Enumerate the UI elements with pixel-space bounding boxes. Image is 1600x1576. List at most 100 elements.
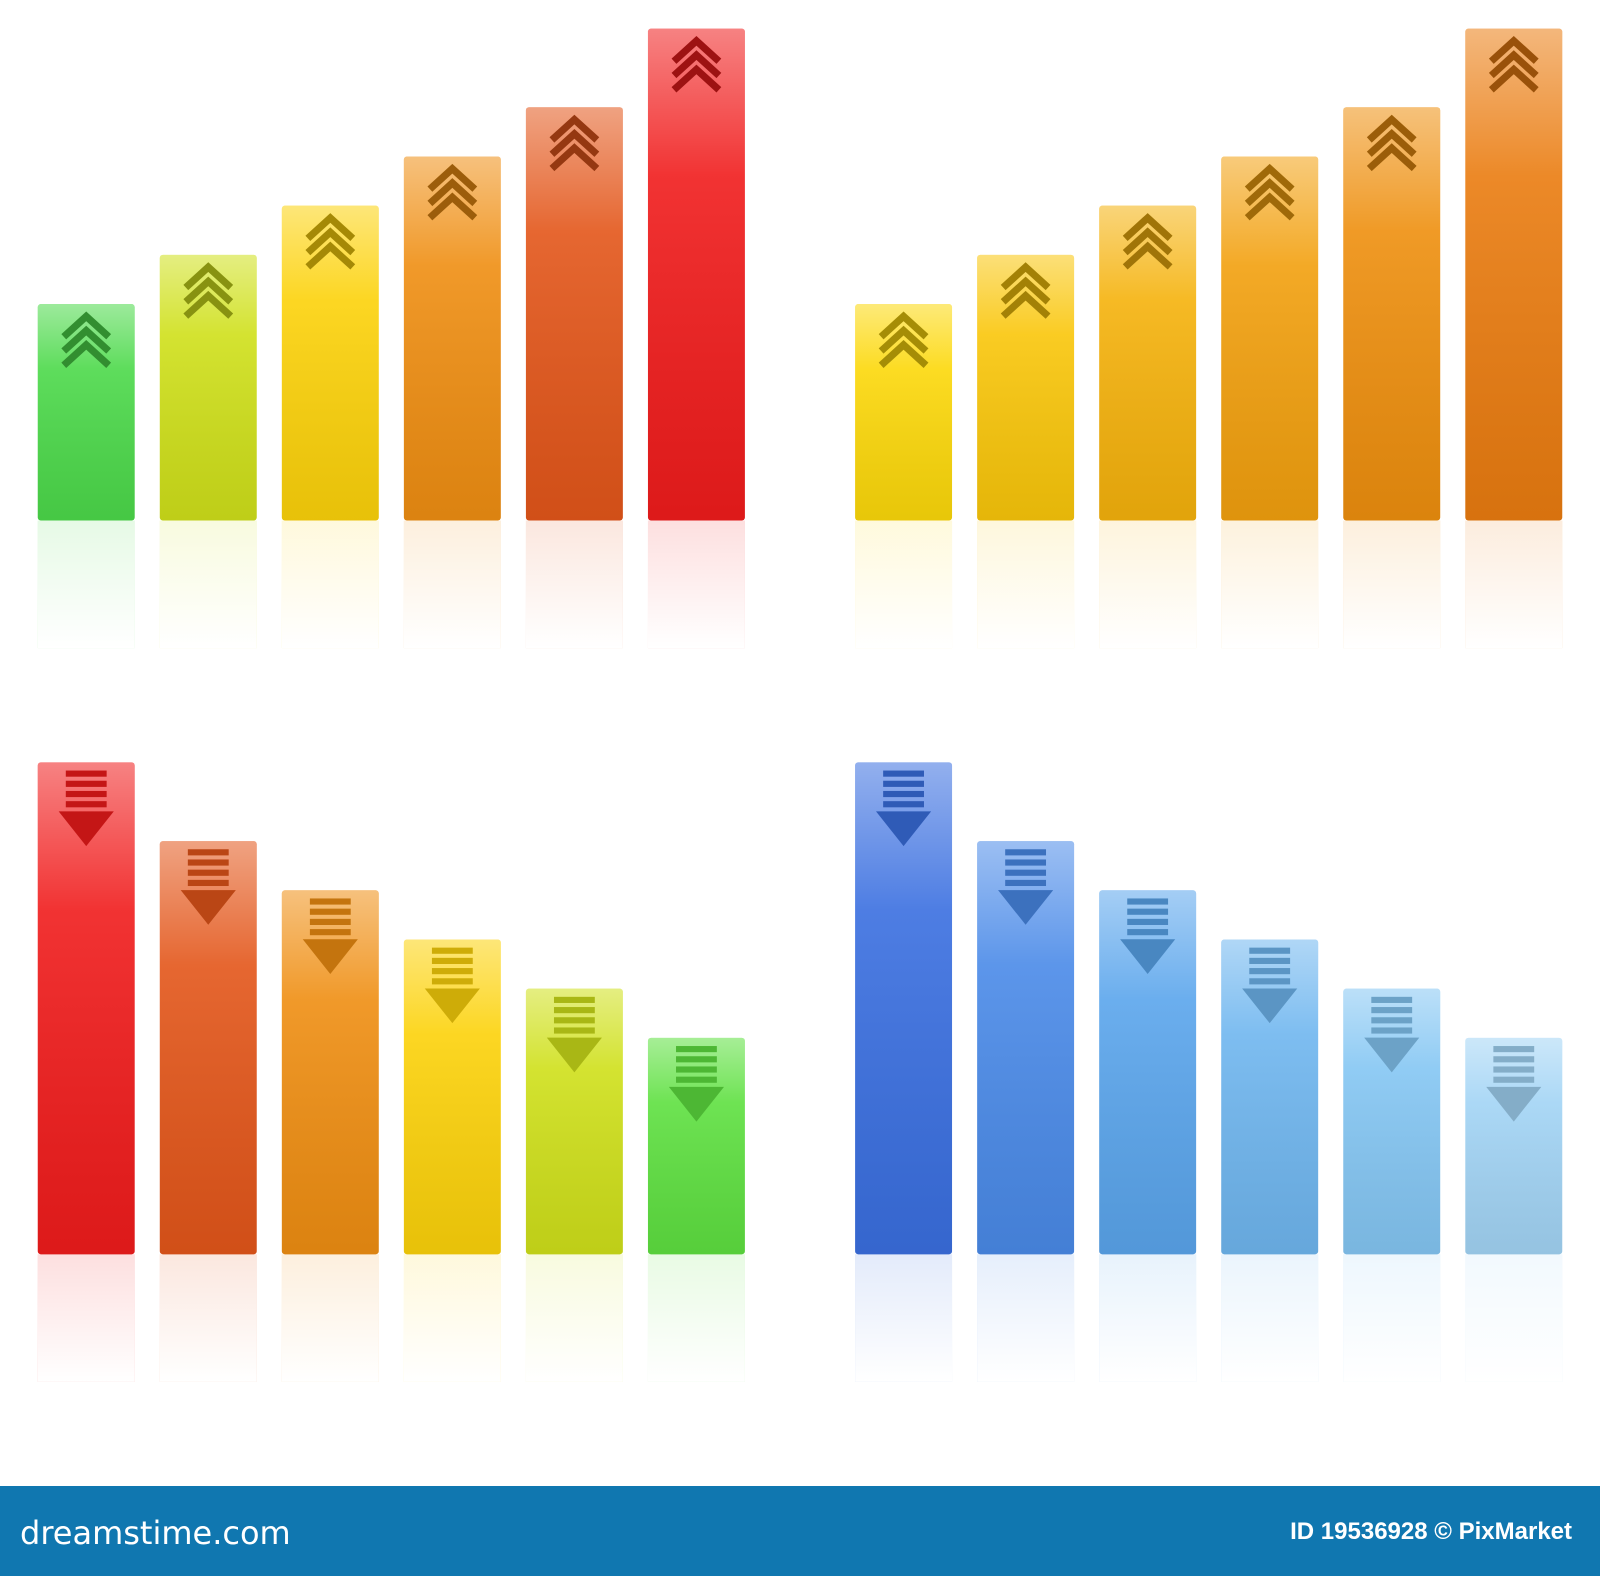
bar bbox=[525, 988, 623, 1382]
bar-gloss bbox=[1465, 1037, 1563, 1255]
chevron-up-icon bbox=[305, 213, 356, 270]
reflection-fade bbox=[1099, 1254, 1197, 1382]
bar bbox=[403, 939, 501, 1382]
footer-bar: dreamstime.com ID 19536928 © PixMarket bbox=[0, 1486, 1600, 1576]
arrow-down-icon bbox=[668, 1046, 724, 1122]
bar-gloss bbox=[647, 28, 745, 521]
arrow-down-icon bbox=[180, 849, 236, 925]
reflection-fade bbox=[1343, 520, 1441, 649]
arrow-down-icon bbox=[1242, 947, 1298, 1024]
reflection-fade bbox=[403, 1254, 501, 1382]
bar-chart-1 bbox=[37, 28, 745, 649]
chevron-up-icon bbox=[1000, 262, 1051, 319]
reflection-fade bbox=[855, 520, 953, 649]
arrow-down-icon bbox=[58, 770, 114, 847]
bar bbox=[159, 254, 257, 649]
bar-gloss bbox=[855, 762, 953, 1255]
chevron-up-icon bbox=[878, 311, 929, 368]
bar-gloss bbox=[281, 890, 379, 1255]
reflection-fade bbox=[37, 1254, 135, 1382]
bar bbox=[977, 841, 1075, 1382]
reflection-fade bbox=[977, 520, 1075, 649]
bar-gloss bbox=[159, 254, 257, 521]
reflection-fade bbox=[855, 1254, 953, 1382]
bar bbox=[37, 762, 135, 1382]
bar bbox=[37, 304, 135, 649]
chevron-up-icon bbox=[671, 35, 722, 93]
reflection-fade bbox=[1465, 1254, 1563, 1382]
image-credit: ID 19536928 © PixMarket bbox=[1290, 1518, 1572, 1545]
bar-gloss bbox=[1343, 107, 1441, 521]
bar-gloss bbox=[403, 939, 501, 1255]
chevron-up-icon bbox=[1366, 114, 1417, 172]
bar bbox=[1099, 890, 1197, 1382]
bar bbox=[1099, 205, 1197, 649]
reflection-fade bbox=[1465, 520, 1563, 649]
reflection-fade bbox=[159, 520, 257, 649]
reflection-fade bbox=[1099, 520, 1197, 649]
bar-gloss bbox=[1465, 28, 1563, 521]
chevron-up-icon bbox=[1244, 163, 1295, 221]
bar-gloss bbox=[1099, 890, 1197, 1255]
bar-gloss bbox=[159, 841, 257, 1255]
dreamstime-logo[interactable]: dreamstime.com bbox=[20, 1514, 291, 1552]
bar bbox=[977, 254, 1075, 649]
reflection-fade bbox=[525, 520, 623, 649]
arrow-down-icon bbox=[1486, 1046, 1542, 1122]
bar-gloss bbox=[37, 304, 135, 521]
arrow-down-icon bbox=[302, 898, 358, 974]
bar bbox=[1343, 988, 1441, 1382]
bar bbox=[1343, 107, 1441, 649]
bar-gloss bbox=[1221, 156, 1319, 521]
bar bbox=[159, 841, 257, 1382]
bar bbox=[281, 890, 379, 1382]
reflection-fade bbox=[1221, 1254, 1319, 1382]
bar bbox=[1221, 156, 1319, 649]
bar-gloss bbox=[525, 107, 623, 521]
bar bbox=[281, 205, 379, 649]
reflection-fade bbox=[647, 1254, 745, 1382]
reflection-fade bbox=[281, 520, 379, 649]
reflection-fade bbox=[647, 520, 745, 649]
bar-gloss bbox=[977, 841, 1075, 1255]
chevron-up-icon bbox=[183, 262, 234, 319]
bar bbox=[1465, 1037, 1563, 1382]
reflection-fade bbox=[281, 1254, 379, 1382]
reflection-fade bbox=[403, 520, 501, 649]
reflection-fade bbox=[159, 1254, 257, 1382]
bar bbox=[647, 1037, 745, 1382]
reflection-fade bbox=[1221, 520, 1319, 649]
bar-gloss bbox=[37, 762, 135, 1255]
chevron-up-icon bbox=[1122, 213, 1173, 270]
bar-chart-2 bbox=[855, 28, 1563, 649]
bar bbox=[855, 762, 953, 1382]
bar-gloss bbox=[977, 254, 1075, 521]
bar-gloss bbox=[1221, 939, 1319, 1255]
bar bbox=[403, 156, 501, 649]
reflection-fade bbox=[525, 1254, 623, 1382]
chevron-up-icon bbox=[1488, 35, 1539, 93]
bar bbox=[647, 28, 745, 649]
bar-gloss bbox=[647, 1037, 745, 1255]
arrow-down-icon bbox=[546, 996, 602, 1073]
reflection-fade bbox=[1343, 1254, 1441, 1382]
bar bbox=[525, 107, 623, 649]
arrow-down-icon bbox=[424, 947, 480, 1024]
reflection-fade bbox=[37, 520, 135, 649]
bar-chart-4 bbox=[855, 762, 1563, 1382]
bar-gloss bbox=[1099, 205, 1197, 521]
bar bbox=[1221, 939, 1319, 1382]
arrow-down-icon bbox=[998, 849, 1054, 925]
bar bbox=[855, 304, 953, 649]
arrow-down-icon bbox=[1120, 898, 1176, 974]
bar-graphics-canvas bbox=[37, 28, 1563, 1382]
bar bbox=[1465, 28, 1563, 649]
reflection-fade bbox=[977, 1254, 1075, 1382]
bar-gloss bbox=[1343, 988, 1441, 1255]
chevron-up-icon bbox=[549, 114, 600, 172]
arrow-down-icon bbox=[876, 770, 932, 847]
bar-gloss bbox=[403, 156, 501, 521]
chevron-up-icon bbox=[427, 163, 478, 221]
bar-gloss bbox=[281, 205, 379, 521]
arrow-down-icon bbox=[1364, 996, 1420, 1073]
